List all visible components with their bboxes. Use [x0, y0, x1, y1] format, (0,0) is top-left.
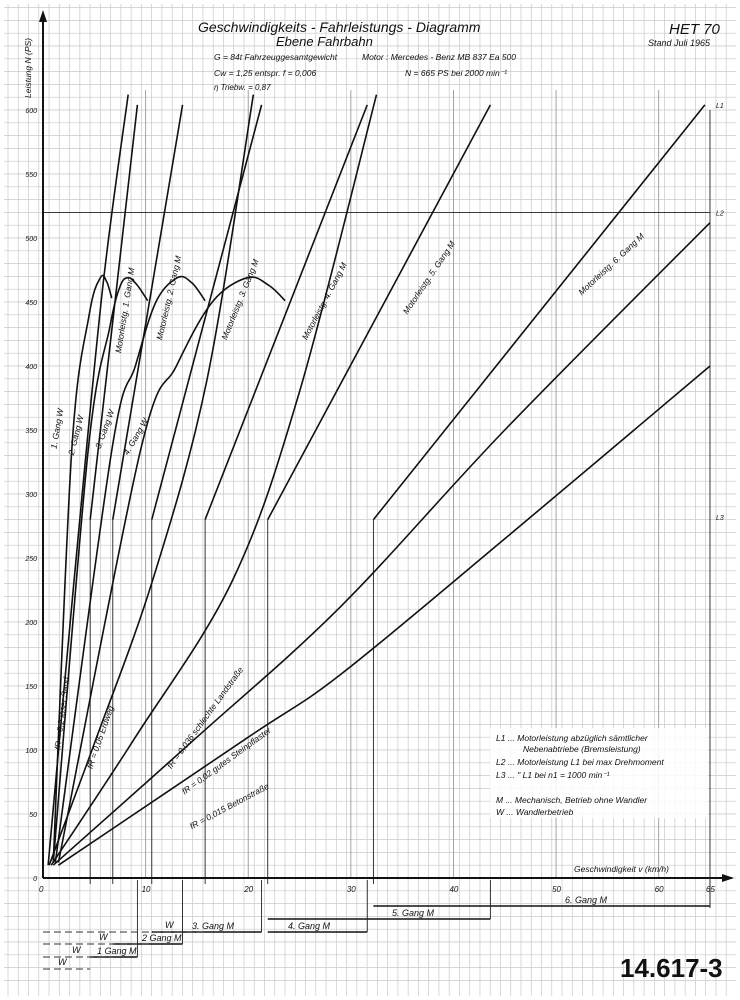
reference-label-l1: L1 — [716, 103, 724, 110]
x-axis-label: Geschwindigkeit v (km/h) — [574, 864, 669, 874]
curve-label-fr-0-2-loser-sand: fR = 0,2 loser Sand — [53, 676, 72, 750]
y-tick-label: 200 — [24, 620, 37, 627]
reference-levels: L1 L2 L3 — [43, 103, 724, 522]
curve-fr-0-036-schlechte-landstra-e — [50, 94, 378, 866]
y-tick-label: 600 — [25, 108, 37, 115]
y-axis-arrow-icon — [39, 10, 47, 22]
w-range-label: W — [58, 957, 68, 967]
chart-subtitle: Ebene Fahrbahn — [276, 34, 373, 49]
legend-l2: L2 ... Motorleistung L1 bei max Drehmome… — [496, 757, 664, 767]
curve-4-gang-w — [57, 276, 286, 863]
gear-range-label: 2 Gang M — [141, 933, 182, 943]
y-tick-label: 300 — [25, 492, 37, 499]
y-tick-label: 100 — [25, 748, 37, 755]
reference-label-l2: L2 — [716, 210, 724, 217]
document-number: 14.617-3 — [620, 953, 723, 983]
curve-label-motorleistg-4-gang-m: Motorleistg. 4. Gang M — [300, 260, 350, 341]
curve-motorleistg-4-gang-m — [204, 104, 369, 520]
w-range-label: W — [72, 945, 82, 955]
curve-motorleistg-2-gang-m — [111, 104, 184, 520]
model-name: HET 70 — [669, 21, 721, 38]
gear-range-label: 5. Gang M — [392, 908, 435, 918]
y-tick-label: 400 — [25, 364, 37, 371]
axes: 0 10 20 30 40 50 60 65 0 50 100 150 200 250 300 350 400 4… — [23, 10, 734, 908]
w-range-label: W — [165, 920, 175, 930]
y-tick-label: 450 — [25, 300, 37, 307]
cw-info: Cw = 1,25 entspr. f = 0,006 — [214, 68, 316, 78]
x-axis-arrow-icon — [722, 874, 734, 882]
curve-fr-0-015-betonstra-e — [57, 365, 711, 866]
efficiency-info: η Triebw. = 0,87 — [214, 83, 271, 92]
curve-label-2-gang-w: 2. Gang W — [66, 413, 86, 457]
curve-1-gang-w — [52, 274, 113, 863]
curves — [47, 94, 711, 884]
y-tick-label: 0 — [33, 876, 37, 883]
x-tick-label: 20 — [243, 885, 253, 894]
curve-motorleistg-6-gang-m — [372, 104, 706, 521]
curve-motorleistg-3-gang-m — [150, 104, 263, 520]
engine-info: Motor : Mercedes - Benz MB 837 Ea 500 — [362, 52, 516, 62]
y-tick-label: 550 — [25, 172, 37, 179]
x-tick-label: 50 — [552, 885, 561, 894]
curve-3-gang-w — [54, 275, 206, 863]
legend-l3: L3 ... " L1 bei n1 = 1000 min⁻¹ — [496, 770, 610, 780]
legend: L1 ... Motorleistung abzüglich sämtliche… — [490, 728, 708, 818]
y-tick-label: 150 — [25, 684, 37, 691]
legend-w: W ... Wandlerbetrieb — [496, 807, 574, 817]
grid — [4, 4, 736, 996]
x-tick-label: 65 — [706, 885, 715, 894]
power-info: N = 665 PS bei 2000 min⁻¹ — [405, 68, 507, 78]
curve-fr-0-2-loser-sand — [47, 94, 129, 866]
revision-date: Stand Juli 1965 — [648, 38, 711, 48]
gear-range-label: 1 Gang M — [97, 946, 137, 956]
curve-2-gang-w — [52, 276, 149, 863]
curve-fr-0-05-erdweg — [48, 94, 255, 866]
gear-range-label: 4. Gang M — [288, 921, 331, 931]
x-tick-label: 40 — [449, 885, 458, 894]
legend-m: M ... Mechanisch, Betrieb ohne Wandler — [496, 795, 648, 805]
gear-range-label: 3. Gang M — [192, 921, 235, 931]
curve-fr-0-02-gutes-steinpflaster — [52, 222, 711, 866]
curve-motorleistg-5-gang-m — [267, 104, 492, 520]
y-axis-label: Leistung N (PS) — [23, 38, 33, 98]
y-tick-label: 250 — [24, 556, 37, 563]
x-tick-label: 60 — [655, 885, 664, 894]
gear-range-bars: 6. Gang M 5. Gang M 4. Gang M 3. Gang M 2 Ga… — [43, 880, 711, 970]
legend-l1: L1 ... Motorleistung abzüglich sämtliche… — [496, 733, 649, 743]
curve-label-4-gang-w: 4. Gang W — [121, 416, 150, 457]
x-tick-label: 10 — [142, 885, 151, 894]
vehicle-weight: G = 84t Fahrzeuggesamtgewicht — [214, 52, 338, 62]
gear-range-label: 6. Gang M — [565, 895, 608, 905]
curve-label-motorleistg-3-gang-m: Motorleistg. 3. Gang M — [219, 257, 261, 341]
curve-motorleistg-1-gang-m — [89, 104, 139, 520]
legend-l1-cont: Nebenabtriebe (Bremsleistung) — [523, 744, 641, 754]
x-tick-label: 30 — [347, 885, 356, 894]
chart-title: Geschwindigkeits - Fahrleistungs - Diagr… — [198, 19, 481, 35]
reference-label-l3: L3 — [716, 515, 724, 522]
y-tick-label: 350 — [25, 428, 37, 435]
y-tick-label: 50 — [29, 812, 37, 819]
w-range-label: W — [99, 932, 109, 942]
x-tick-label: 0 — [39, 885, 44, 894]
y-tick-label: 500 — [25, 236, 37, 243]
